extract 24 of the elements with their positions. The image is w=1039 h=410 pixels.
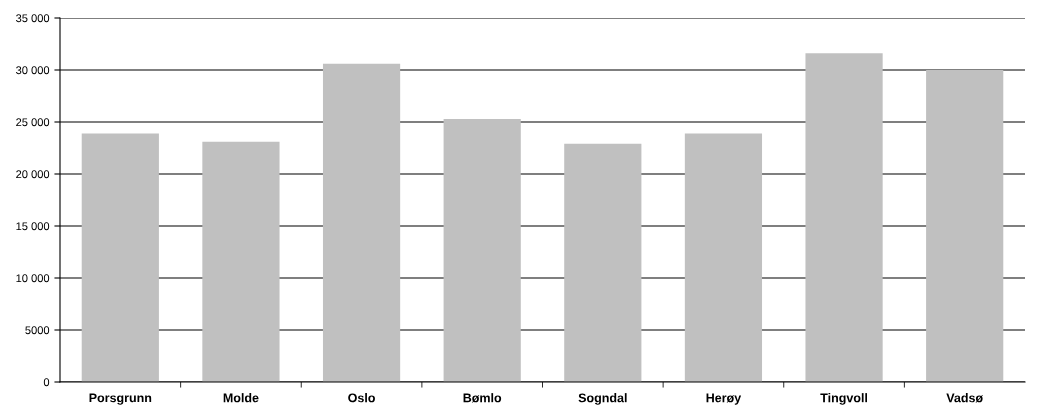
x-tick-label: Bømlo [463,393,502,403]
bar [684,133,763,382]
bar [564,143,642,382]
bar [81,133,159,382]
x-tick-label: Molde [223,393,259,403]
bar [322,63,401,382]
bar [926,70,1004,382]
x-tick-label: Sogndal [578,393,627,405]
x-tick-label: Porsgrunn [89,393,152,405]
y-tick-label: 35 000 [16,14,50,23]
y-tick-label: 15 000 [16,222,50,231]
y-tick-label: 0 [43,378,50,387]
x-tick-label: Vadsø [946,393,984,403]
x-tick-label: Oslo [348,393,375,403]
bar [443,118,521,382]
bar [805,53,883,382]
x-tick-label: Tingvoll [820,393,868,405]
x-tick-label: Herøy [706,393,742,405]
y-tick-label: 20 000 [16,170,50,179]
bar [202,141,280,382]
y-tick-label: 30 000 [16,66,50,75]
y-tick-label: 10 000 [16,274,50,283]
y-tick-label: 5000 [25,326,50,335]
y-tick-label: 25 000 [16,118,50,127]
